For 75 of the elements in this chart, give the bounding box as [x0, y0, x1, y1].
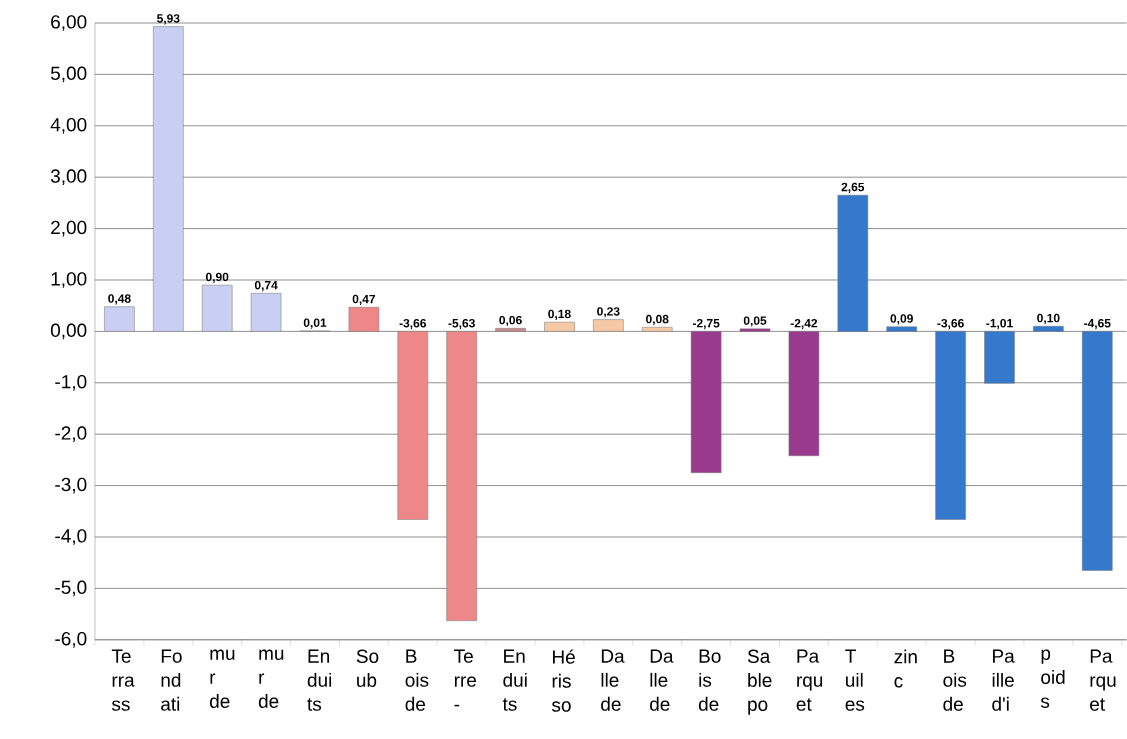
x-tick-label: Bo is de	[698, 649, 721, 711]
x-tick-label: zin c	[894, 649, 917, 688]
data-label: 0,48	[108, 294, 131, 305]
bar	[397, 331, 429, 520]
y-tick-label: 3,00	[50, 169, 87, 186]
bar	[837, 195, 869, 332]
y-tick-label: -4,0	[55, 529, 87, 545]
bar	[690, 331, 722, 474]
x-tick-label: T uil es	[845, 649, 865, 711]
x-tick-label: Te rra ss	[111, 649, 135, 711]
data-label: 0,10	[1037, 313, 1060, 325]
x-tick-label: Pa rqu et	[796, 649, 823, 711]
y-tick-label: 0,00	[50, 323, 87, 340]
data-label: 0,09	[890, 314, 913, 325]
bar	[104, 306, 135, 332]
y-tick-label: 6,00	[51, 15, 87, 31]
y-tick-label: -1,0	[55, 375, 87, 391]
data-label: 0,06	[499, 316, 522, 327]
data-label: 0,08	[646, 314, 669, 326]
bar	[984, 331, 1015, 384]
bar	[935, 331, 966, 520]
x-tick-label: En dui ts	[307, 649, 332, 711]
x-tick-label: Hé ris so	[551, 649, 575, 712]
bar	[788, 331, 820, 457]
x-tick-label: Da lle de	[650, 649, 674, 711]
data-label: 0,23	[597, 307, 620, 318]
x-tick-label: Te rre -	[454, 649, 477, 707]
bar	[886, 326, 917, 332]
y-tick-label: 1,00	[51, 272, 87, 288]
data-label: 0,74	[254, 281, 278, 292]
x-tick-label: Pa rqu et	[1090, 649, 1116, 711]
data-label: 0,01	[303, 318, 327, 329]
x-tick-label: B ois de	[405, 649, 429, 711]
x-tick-label: Fo nd ati	[161, 649, 182, 711]
y-tick-label: 2,00	[51, 220, 87, 237]
data-label: -2,42	[790, 319, 818, 330]
x-tick-label: mu r de	[258, 649, 284, 709]
data-label: 5,93	[157, 14, 180, 25]
bar	[153, 26, 184, 332]
bar	[201, 285, 233, 332]
x-tick-label: So ub	[356, 649, 379, 688]
x-tick-label: B ois de	[943, 649, 967, 711]
x-tick-label: Da lle de	[601, 649, 625, 711]
data-label: -1,01	[986, 319, 1013, 330]
y-tick-label: 5,00	[50, 66, 87, 83]
bar	[446, 331, 477, 622]
data-label: 2,65	[841, 182, 865, 194]
bar	[739, 328, 771, 332]
x-tick-label: Pa ille d'i	[992, 649, 1015, 711]
data-label: 0,18	[548, 309, 571, 321]
y-tick-label: -2,0	[55, 426, 87, 443]
bar	[1033, 326, 1064, 332]
y-tick-label: -3,0	[55, 477, 87, 494]
y-tick-label: 4,00	[50, 118, 87, 134]
y-tick-label: -5,0	[55, 580, 87, 597]
data-label: 0,47	[352, 294, 376, 306]
bar	[593, 319, 624, 332]
x-tick-label: p oid s	[1040, 649, 1065, 709]
bar	[1082, 331, 1113, 571]
bar	[348, 307, 380, 332]
x-tick-label: Sa ble po	[747, 649, 772, 715]
data-label: 0,05	[743, 316, 767, 327]
data-label: -2,75	[692, 319, 720, 330]
bar	[250, 293, 282, 332]
x-tick-label: mu r de	[210, 649, 235, 709]
bar	[544, 322, 575, 332]
bar	[641, 327, 673, 332]
data-label: -3,66	[937, 319, 964, 330]
x-tick-label: En dui ts	[502, 649, 527, 711]
data-label: 0,90	[206, 272, 229, 284]
data-label: -4,65	[1084, 319, 1111, 330]
bar	[495, 328, 526, 332]
data-label: -5,63	[448, 319, 475, 330]
data-label: -3,66	[399, 319, 427, 330]
y-tick-label: -6,0	[55, 632, 87, 648]
